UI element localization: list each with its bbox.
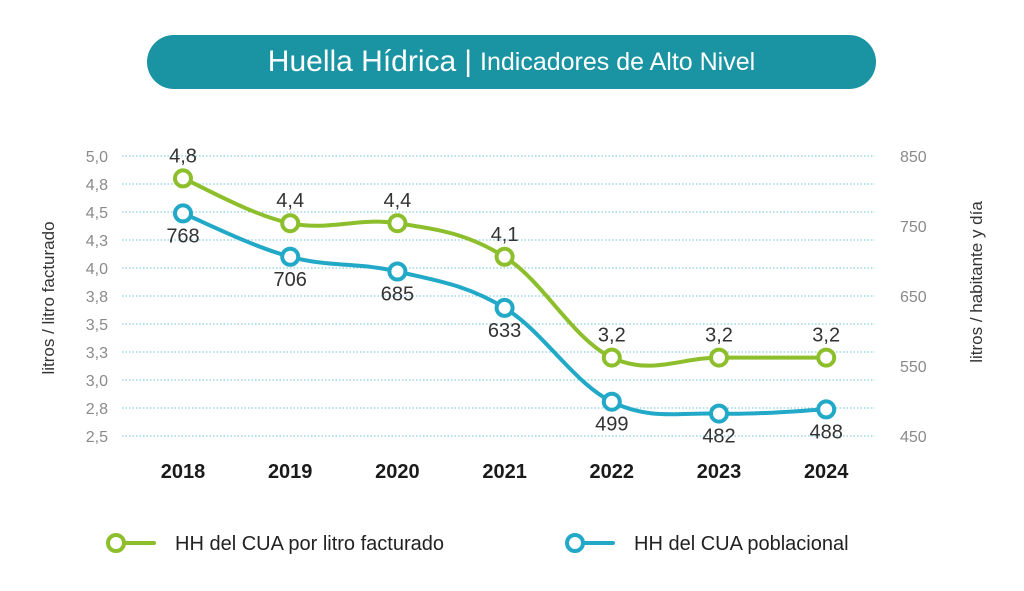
left-axis-tick-label: 2,8	[86, 401, 108, 418]
data-label: 499	[595, 414, 628, 436]
left-axis-tick-label: 3,5	[86, 317, 108, 334]
left-axis-tick-label: 4,3	[86, 233, 108, 250]
right-axis-tick-label: 450	[900, 429, 927, 446]
x-axis-tick-label: 2021	[482, 461, 527, 483]
right-axis-tick-label: 650	[900, 289, 927, 306]
data-point	[816, 347, 837, 368]
left-axis-ticks: 5,0 4,8 4,5 4,3 4,0 3,8 3,5 3,3 3,0 2,8 2,5	[86, 149, 108, 446]
right-axis-tick-label: 750	[900, 219, 927, 236]
data-point	[387, 261, 408, 282]
data-point	[173, 203, 193, 224]
data-point	[601, 391, 622, 412]
data-point	[494, 297, 515, 318]
grid-lines	[122, 155, 875, 437]
left-axis-tick-label: 3,3	[86, 345, 108, 362]
x-axis-tick-label: 2022	[590, 461, 635, 483]
series-layer: 4,8 4,4 4,4 4,1 3,2 3,2 3,2 768 706 685 633 499 482 4…	[166, 145, 843, 447]
x-axis-tick-label: 2019	[268, 461, 313, 483]
left-axis-tick-label: 4,5	[86, 205, 108, 222]
left-axis-tick-label: 4,0	[86, 261, 108, 278]
data-point	[280, 246, 301, 267]
data-point	[387, 213, 408, 234]
data-point	[494, 246, 515, 267]
x-axis-tick-label: 2018	[161, 461, 206, 483]
data-label: 4,1	[491, 224, 519, 246]
data-point	[709, 403, 729, 424]
data-label: 768	[166, 225, 199, 247]
right-axis-ticks: 850 750 650 550 450	[900, 149, 927, 446]
title-separator: |	[464, 45, 473, 78]
legend: HH del CUA por litro facturado HH del CUA…	[106, 533, 849, 555]
left-axis-tick-label: 3,8	[86, 289, 108, 306]
chart-title-banner: Huella Hídrica | Indicadores de Alto Niv…	[147, 35, 876, 89]
data-label: 482	[702, 426, 735, 448]
chart-title: Huella Hídrica	[267, 45, 457, 78]
data-point	[280, 213, 301, 234]
data-point	[601, 347, 622, 368]
data-label: 4,4	[276, 190, 304, 212]
left-axis-tick-label: 2,5	[86, 429, 108, 446]
x-axis-tick-label: 2023	[697, 461, 742, 483]
x-axis-tick-label: 2020	[375, 461, 420, 483]
data-point	[709, 347, 729, 368]
legend-marker	[565, 533, 585, 553]
data-label: 3,2	[812, 325, 840, 347]
data-label: 685	[381, 284, 414, 306]
data-label: 4,8	[169, 145, 197, 167]
data-label: 633	[488, 320, 521, 342]
data-point	[173, 168, 193, 189]
legend-marker	[106, 533, 126, 553]
right-axis-tick-label: 550	[900, 359, 927, 376]
left-axis-label: litros / litro facturado	[39, 221, 58, 374]
x-axis-tick-label: 2024	[804, 461, 849, 483]
right-axis-label: litros / habitante y día	[967, 201, 986, 363]
data-label: 3,2	[598, 325, 626, 347]
left-axis-tick-label: 5,0	[86, 149, 108, 166]
left-axis-tick-label: 4,8	[86, 177, 108, 194]
data-label: 488	[810, 421, 843, 443]
right-axis-tick-label: 850	[900, 149, 927, 166]
data-point	[816, 399, 837, 420]
chart-subtitle: Indicadores de Alto Nivel	[480, 47, 756, 76]
legend-label: HH del CUA poblacional	[634, 533, 849, 555]
data-label: 4,4	[383, 190, 411, 212]
data-label: 706	[274, 269, 307, 291]
data-label: 3,2	[705, 325, 733, 347]
left-axis-tick-label: 3,0	[86, 373, 108, 390]
legend-label: HH del CUA por litro facturado	[175, 533, 444, 555]
x-axis-ticks: 2018 2019 2020 2021 2022 2023 2024	[161, 461, 850, 483]
